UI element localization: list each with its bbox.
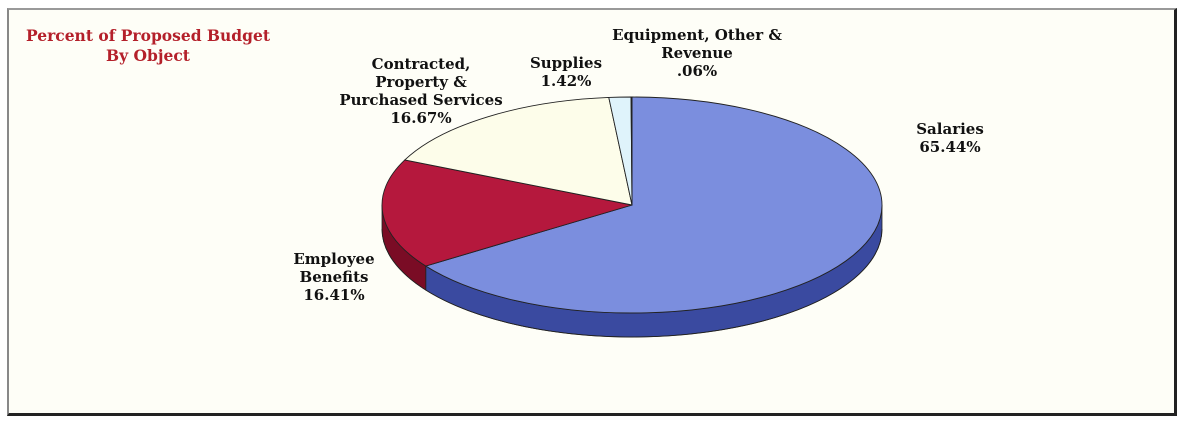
slice-label-line: Benefits	[300, 268, 369, 286]
pie-labels: Salaries 65.44% Employee Benefits 16.41% Cont…	[293, 26, 983, 304]
slice-label: Supplies 1.42%	[530, 54, 602, 90]
chart-title-line: Percent of Proposed Budget	[25, 26, 271, 45]
pie-slice	[403, 97, 633, 206]
slice-label: Equipment, Other & Revenue .06%	[612, 26, 782, 80]
slice-label-line: Revenue	[661, 44, 733, 62]
slice-label-line: Equipment, Other &	[612, 26, 782, 44]
pie-slice	[424, 96, 883, 314]
slice-label-line: Contracted,	[372, 55, 471, 73]
pie-rim	[381, 228, 883, 338]
slice-label-line: Supplies	[530, 54, 602, 72]
pie-slice	[381, 159, 633, 267]
slice-label-line: 16.67%	[390, 109, 451, 127]
slice-label-line: .06%	[677, 62, 717, 80]
chart-title: Percent of Proposed Budget By Object	[14, 26, 282, 66]
slice-label: Contracted, Property & Purchased Services 1…	[339, 55, 502, 127]
pie-slice	[630, 96, 633, 206]
slice-label-line: 16.41%	[303, 286, 364, 304]
slice-label-line: 65.44%	[919, 138, 980, 156]
slice-label: Employee Benefits 16.41%	[293, 250, 374, 304]
slice-label-line: Purchased Services	[339, 91, 502, 109]
chart-subtitle-line: By Object	[106, 46, 190, 65]
slice-label: Salaries 65.44%	[916, 120, 984, 156]
slice-label-line: Salaries	[916, 120, 984, 138]
slice-label-line: Property &	[375, 73, 467, 91]
pie-sides	[381, 204, 883, 338]
pie-tops	[381, 96, 883, 314]
slice-label-line: Employee	[293, 250, 374, 268]
slice-label-line: 1.42%	[541, 72, 592, 90]
